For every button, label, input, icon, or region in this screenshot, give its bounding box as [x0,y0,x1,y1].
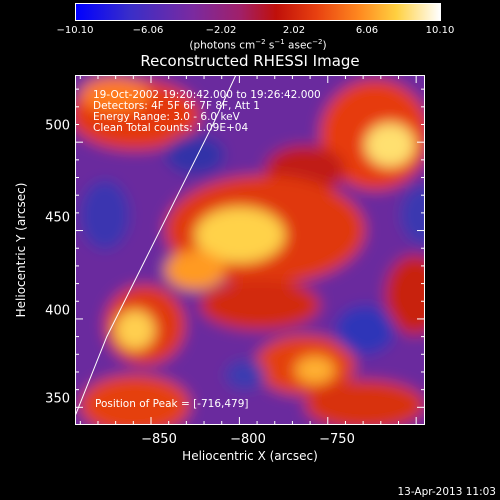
colorbar-tick-label: 6.06 [355,25,379,36]
colorbar-tick-label: 10.10 [425,25,455,36]
y-tick-label: 500 [45,118,70,134]
colorbar-tick-label: −6.06 [132,25,164,36]
colorbar-tick-label: 2.02 [282,25,306,36]
y-tick-label: 350 [45,391,70,407]
y-tick-label: 450 [45,210,70,226]
colorbar-tick-label: −10.10 [56,25,94,36]
heatmap-image [75,75,425,425]
annotation-time-range: 19-Oct-2002 19:20:42.000 to 19:26:42.000 [93,89,321,101]
chart-title: Reconstructed RHESSI Image [140,52,360,70]
plot-frame [75,75,425,425]
colorbar [75,3,441,21]
peak-position-label: Position of Peak = [-716,479] [95,398,249,410]
x-tick-label: −800 [230,432,266,447]
annotation-energy-range: Energy Range: 3.0 - 6.0 keV [93,111,240,123]
footer-timestamp: 13-Apr-2013 11:03 [397,486,496,498]
annotation-total-counts: Clean Total counts: 1.09E+04 [93,122,249,134]
annotation-detectors: Detectors: 4F 5F 6F 7F 8F, Att 1 [93,100,260,112]
colorbar-tick-label: −2.02 [205,25,237,36]
heatmap-plot-area [75,75,425,425]
solar-limb-line [75,75,237,417]
x-tick-label: −850 [141,432,177,447]
x-tick-label: −750 [319,432,355,447]
x-axis-title: Heliocentric X (arcsec) [182,449,318,463]
y-axis-title: Heliocentric Y (arcsec) [14,182,28,318]
axis-ticks [75,75,425,425]
y-tick-label: 400 [45,303,70,319]
colorbar-units-label: (photons cm−2 s−1 asec−2) [189,38,327,52]
